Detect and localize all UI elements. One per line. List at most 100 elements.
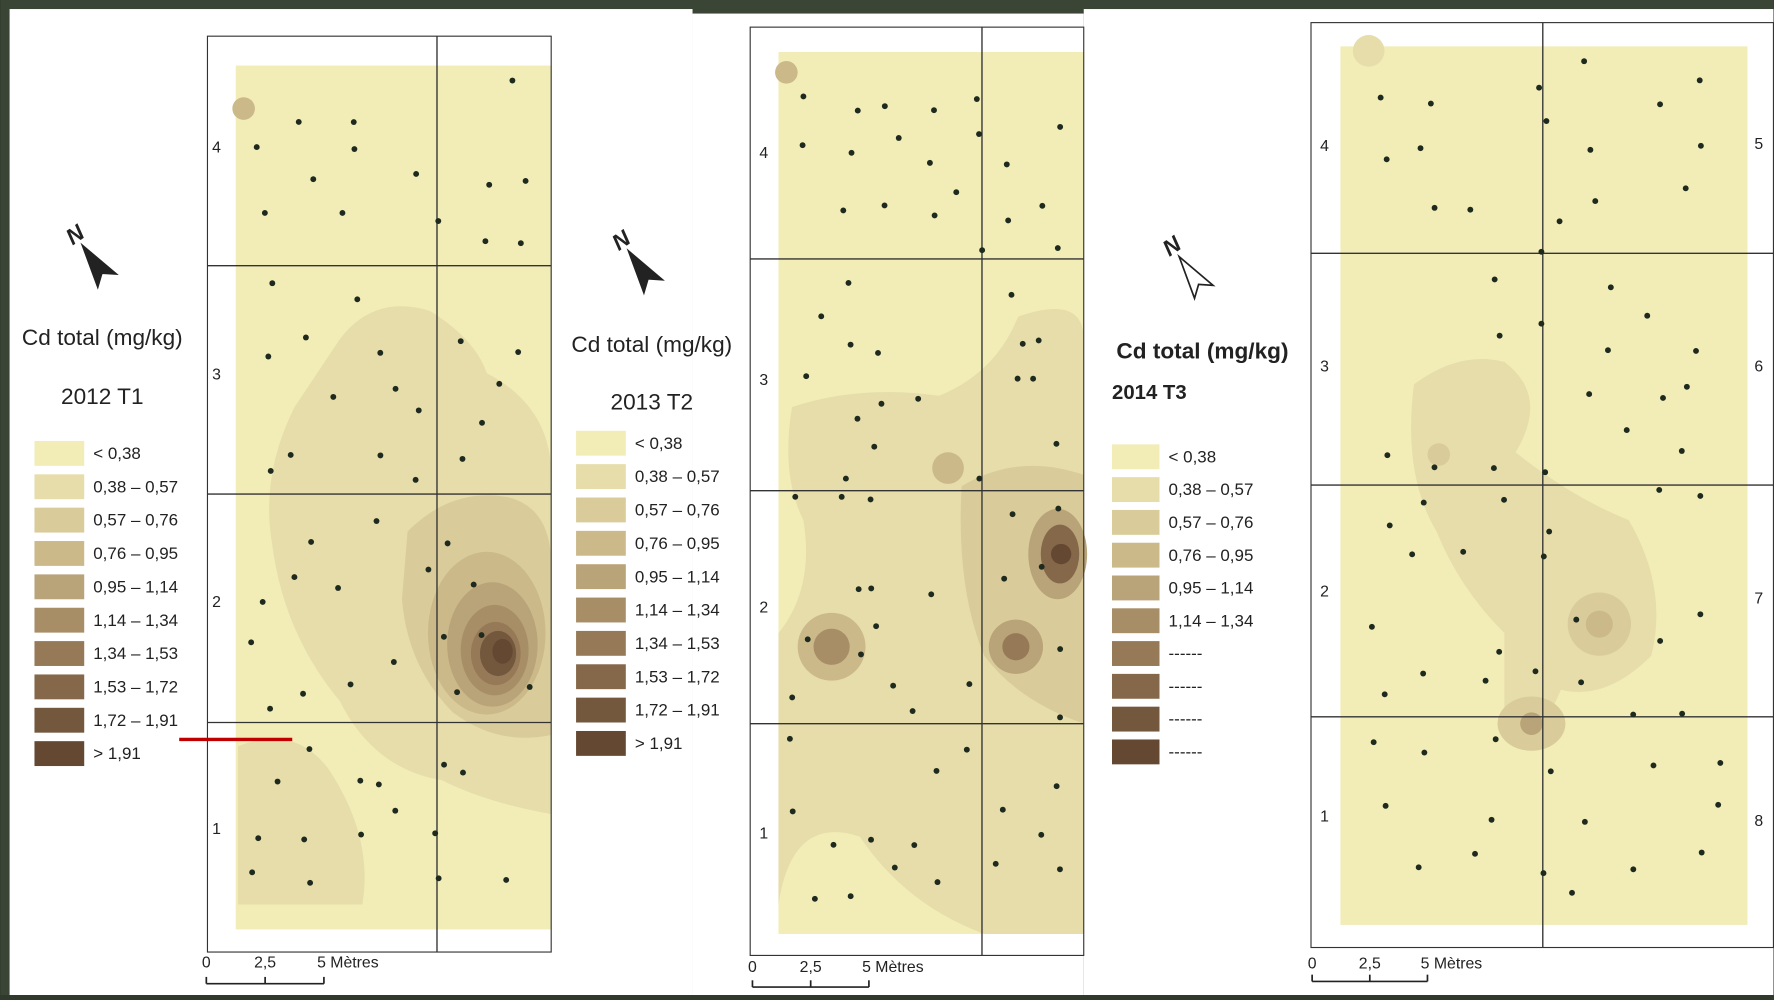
legend-swatch bbox=[1112, 608, 1159, 633]
sample-point bbox=[1497, 333, 1503, 339]
legend-label: > 1,91 bbox=[93, 744, 141, 763]
legend-swatch bbox=[576, 564, 626, 589]
sample-point bbox=[993, 861, 999, 867]
sample-point bbox=[248, 639, 254, 645]
sample-point bbox=[301, 836, 307, 842]
sample-point bbox=[1582, 819, 1588, 825]
legend-label: > 1,91 bbox=[635, 734, 683, 753]
legend-label: 0,38 – 0,57 bbox=[93, 477, 178, 496]
legend-swatch bbox=[34, 708, 84, 733]
figure: NCd total (mg/kg)2012 T1< 0,380,38 – 0,5… bbox=[0, 0, 1774, 995]
sample-point bbox=[875, 350, 881, 356]
sample-point bbox=[518, 240, 524, 246]
sample-point bbox=[849, 150, 855, 156]
row-label: 4 bbox=[759, 145, 768, 162]
sample-point bbox=[1608, 284, 1614, 290]
sample-point bbox=[393, 386, 399, 392]
sample-point bbox=[1501, 497, 1507, 503]
sample-point bbox=[1428, 101, 1434, 107]
sample-point bbox=[964, 747, 970, 753]
sample-point bbox=[1630, 866, 1636, 872]
sample-point bbox=[471, 582, 477, 588]
legend-swatch bbox=[576, 631, 626, 656]
sample-point bbox=[792, 494, 798, 500]
sample-point bbox=[436, 875, 442, 881]
sample-point bbox=[1432, 464, 1438, 470]
sample-point bbox=[846, 280, 852, 286]
sample-point bbox=[296, 119, 302, 125]
contour bbox=[1586, 611, 1613, 638]
legend-subtitle: 2013 T2 bbox=[611, 390, 694, 415]
sample-point bbox=[855, 108, 861, 114]
sample-point bbox=[308, 539, 314, 545]
row-label: 5 bbox=[1754, 136, 1763, 153]
sample-point bbox=[1557, 218, 1563, 224]
sample-point bbox=[848, 342, 854, 348]
sample-point bbox=[1578, 679, 1584, 685]
sample-point bbox=[255, 835, 261, 841]
map-2 bbox=[750, 27, 1087, 955]
sample-point bbox=[1698, 143, 1704, 149]
row-label: 3 bbox=[1320, 359, 1329, 376]
sample-point bbox=[515, 349, 521, 355]
sample-point bbox=[1432, 205, 1438, 211]
legend-swatch bbox=[34, 574, 84, 599]
legend-label: 0,76 – 0,95 bbox=[93, 544, 178, 563]
sample-point bbox=[1409, 551, 1415, 557]
sample-point bbox=[1483, 678, 1489, 684]
row-label: 1 bbox=[212, 821, 221, 838]
sample-point bbox=[1679, 711, 1685, 717]
sample-point bbox=[254, 144, 260, 150]
sample-point bbox=[1369, 624, 1375, 630]
legend-swatch bbox=[576, 498, 626, 523]
contour bbox=[814, 629, 850, 665]
legend-label: 1,34 – 1,53 bbox=[93, 644, 178, 663]
contour bbox=[932, 452, 964, 484]
row-label: 3 bbox=[759, 372, 768, 389]
sample-point bbox=[931, 107, 937, 113]
sample-point bbox=[496, 381, 502, 387]
sample-point bbox=[1467, 207, 1473, 213]
sample-point bbox=[1699, 850, 1705, 856]
contour bbox=[1427, 443, 1450, 466]
legend-label: 0,76 – 0,95 bbox=[1169, 546, 1254, 565]
legend-title: Cd total (mg/kg) bbox=[1116, 339, 1288, 364]
sample-point bbox=[351, 146, 357, 152]
sample-point bbox=[831, 842, 837, 848]
sample-point bbox=[306, 746, 312, 752]
sample-point bbox=[1055, 506, 1061, 512]
contour bbox=[1520, 712, 1543, 735]
legend-label: ------ bbox=[1169, 743, 1203, 762]
legend-swatch bbox=[1112, 543, 1159, 568]
sample-point bbox=[1030, 376, 1036, 382]
legend-swatch bbox=[1112, 707, 1159, 732]
legend-swatch bbox=[34, 474, 84, 499]
sample-point bbox=[460, 770, 466, 776]
sample-point bbox=[805, 636, 811, 642]
row-label: 8 bbox=[1754, 813, 1763, 830]
sample-point bbox=[976, 476, 982, 482]
sample-point bbox=[1541, 554, 1547, 560]
legend-swatch bbox=[34, 608, 84, 633]
sample-point bbox=[1592, 198, 1598, 204]
sample-point bbox=[787, 736, 793, 742]
sample-point bbox=[1371, 739, 1377, 745]
sample-point bbox=[454, 689, 460, 695]
sample-point bbox=[503, 877, 509, 883]
legend-label: 0,38 – 0,57 bbox=[635, 467, 720, 486]
sample-point bbox=[458, 338, 464, 344]
legend-swatch bbox=[34, 641, 84, 666]
sample-point bbox=[268, 468, 274, 474]
sample-point bbox=[413, 477, 419, 483]
sample-point bbox=[265, 354, 271, 360]
sample-point bbox=[1644, 313, 1650, 319]
sample-point bbox=[1057, 124, 1063, 130]
legend-label: 0,57 – 0,76 bbox=[1169, 513, 1254, 532]
legend-swatch bbox=[34, 674, 84, 699]
sample-point bbox=[392, 808, 398, 814]
legend-swatch bbox=[34, 741, 84, 766]
sample-point bbox=[1055, 245, 1061, 251]
legend-label: ------ bbox=[1169, 644, 1203, 663]
sample-point bbox=[848, 893, 854, 899]
sample-point bbox=[882, 103, 888, 109]
